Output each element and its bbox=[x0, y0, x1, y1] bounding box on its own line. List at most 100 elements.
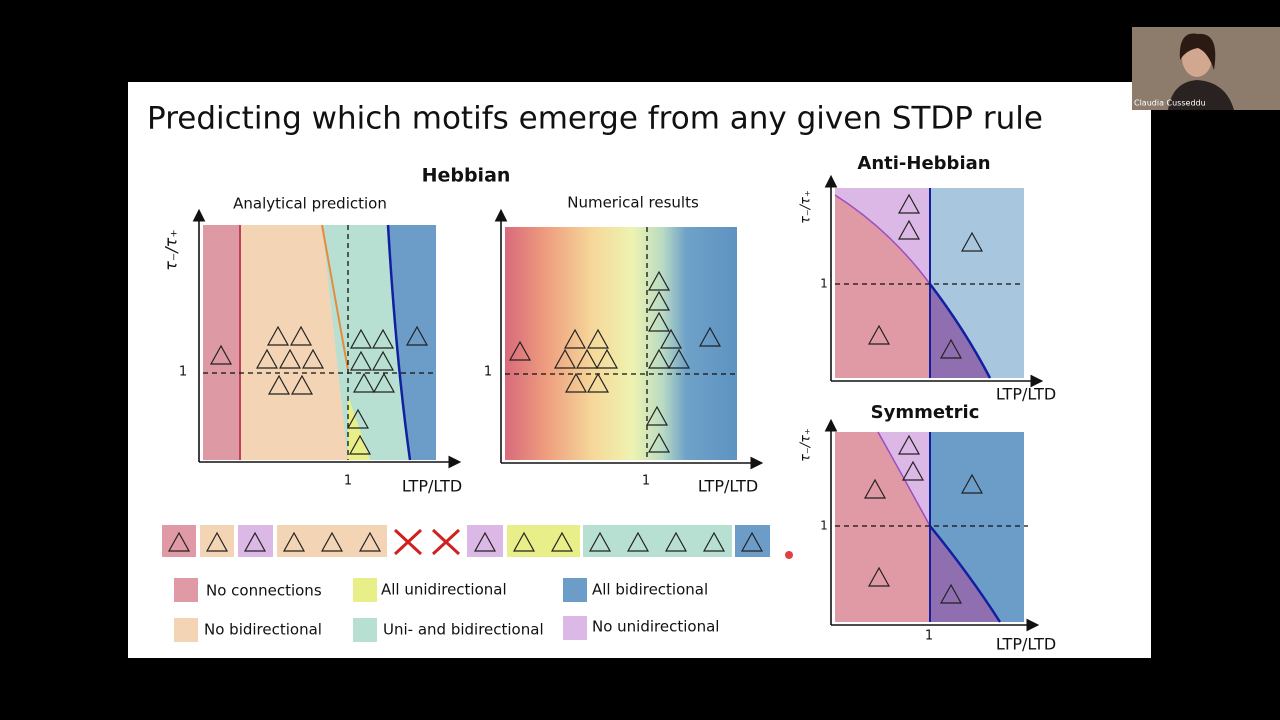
anti-hebbian-panel-shape bbox=[930, 284, 990, 378]
motif-icon bbox=[897, 219, 921, 240]
motif-icon bbox=[960, 473, 984, 494]
motif-icon bbox=[205, 531, 229, 552]
legend-label: Uni- and bidirectional bbox=[383, 621, 544, 639]
webcam-tile: Claudia Cusseddu bbox=[1132, 27, 1280, 110]
x-label: LTP/LTD bbox=[996, 385, 1056, 404]
symmetric-panel: Symmetric τ₋/τ₊ 1 1 LTP/LTD bbox=[799, 402, 1057, 654]
anti-hebbian-panel: Anti-Hebbian τ₋/τ₊ 1 LTP/LTD bbox=[799, 153, 1057, 404]
motif-icon bbox=[564, 372, 588, 393]
motif-icon bbox=[586, 372, 610, 393]
motif-icon bbox=[647, 270, 671, 291]
motif-icon bbox=[282, 531, 306, 552]
y-label: τ₋/τ₊ bbox=[799, 190, 814, 224]
motif-icon bbox=[939, 583, 963, 604]
legend: No connections No bidirectional All unid… bbox=[174, 578, 719, 642]
motif-icon bbox=[372, 372, 396, 393]
legend-shape bbox=[353, 578, 377, 602]
motif-icon bbox=[667, 348, 691, 369]
motif-icon bbox=[563, 328, 587, 349]
motif-strip-shape bbox=[583, 525, 732, 557]
symmetric-panel-shape bbox=[878, 432, 930, 526]
motif-strip-shape bbox=[238, 525, 273, 557]
motif-icon bbox=[645, 405, 669, 426]
legend-shape bbox=[563, 616, 587, 640]
motif-icon bbox=[289, 325, 313, 346]
legend-shape bbox=[353, 618, 377, 642]
analytical-panel-shape bbox=[388, 225, 436, 460]
motif-icon bbox=[553, 348, 577, 369]
motif-strip-shape bbox=[507, 525, 580, 557]
motif-strip bbox=[162, 525, 770, 557]
motif-icon bbox=[243, 531, 267, 552]
analytical-panel-shape bbox=[203, 225, 240, 460]
x-label: LTP/LTD bbox=[996, 635, 1056, 654]
analytical-panel: Analytical prediction τ₋/τ₊ 1 1 LTP/LTD bbox=[162, 195, 463, 496]
analytical-panel-shape bbox=[386, 224, 412, 461]
y-tick-label: 1 bbox=[820, 277, 828, 291]
motif-icon bbox=[595, 348, 619, 369]
participant-name: Claudia Cusseddu bbox=[1134, 99, 1206, 108]
panel-title: Numerical results bbox=[567, 194, 699, 212]
motif-strip-shape bbox=[200, 525, 234, 557]
anti-hebbian-panel-shape bbox=[834, 194, 931, 285]
motif-icon bbox=[405, 325, 429, 346]
motif-icon bbox=[659, 328, 683, 349]
motif-icon bbox=[167, 531, 191, 552]
motif-icon bbox=[647, 348, 671, 369]
motif-icon bbox=[647, 311, 671, 332]
x-tick-label: 1 bbox=[925, 629, 933, 644]
motif-icon bbox=[209, 344, 233, 365]
webcam-tile-shape bbox=[1179, 33, 1216, 70]
motif-icon bbox=[508, 340, 532, 361]
legend-label: All bidirectional bbox=[592, 581, 708, 599]
motif-icon bbox=[586, 328, 610, 349]
y-tick-label: 1 bbox=[820, 519, 828, 533]
motif-icon bbox=[647, 432, 671, 453]
motif-icon bbox=[588, 531, 612, 552]
symmetric-panel-shape bbox=[929, 525, 1002, 623]
motif-strip-shape bbox=[277, 525, 387, 557]
legend-shape bbox=[174, 578, 198, 602]
y-tick-label: 1 bbox=[179, 365, 187, 380]
legend-label: All unidirectional bbox=[381, 581, 507, 599]
section-title: Hebbian bbox=[422, 165, 511, 187]
motif-icon bbox=[290, 374, 314, 395]
motif-icon bbox=[301, 348, 325, 369]
motif-icon bbox=[867, 324, 891, 345]
pointer-dot bbox=[785, 551, 793, 559]
motif-icon bbox=[664, 531, 688, 552]
motif-strip-shape bbox=[735, 525, 770, 557]
motif-icon bbox=[897, 193, 921, 214]
anti-hebbian-panel-shape bbox=[929, 283, 992, 379]
motif-icon bbox=[255, 348, 279, 369]
panel-title: Analytical prediction bbox=[233, 195, 387, 213]
motif-icon bbox=[626, 531, 650, 552]
x-tick-label: 1 bbox=[642, 474, 650, 489]
motif-icon bbox=[349, 328, 373, 349]
motif-icon bbox=[371, 350, 395, 371]
motif-icon bbox=[349, 350, 373, 371]
motif-icon bbox=[698, 326, 722, 347]
motif-icon bbox=[348, 434, 372, 455]
motif-icon bbox=[512, 531, 536, 552]
y-label: τ₋/τ₊ bbox=[162, 229, 181, 271]
x-label: LTP/LTD bbox=[698, 477, 758, 496]
motif-icon bbox=[267, 374, 291, 395]
slide-title: Predicting which motifs emerge from any … bbox=[147, 101, 1043, 137]
motif-strip-shape bbox=[393, 528, 461, 556]
legend-shape bbox=[174, 618, 198, 642]
legend-label: No connections bbox=[206, 582, 322, 600]
motif-strip-shape bbox=[467, 525, 503, 557]
motif-icon bbox=[867, 566, 891, 587]
motif-icon bbox=[358, 531, 382, 552]
motif-icon bbox=[371, 328, 395, 349]
webcam-tile-shape bbox=[1168, 80, 1234, 110]
legend-label: No bidirectional bbox=[204, 621, 322, 639]
motif-icon bbox=[901, 460, 925, 481]
legend-shape bbox=[563, 578, 587, 602]
motif-icon bbox=[550, 531, 574, 552]
panel-title: Anti-Hebbian bbox=[857, 153, 990, 174]
legend-label: No unidirectional bbox=[592, 618, 719, 636]
motif-icon bbox=[960, 231, 984, 252]
